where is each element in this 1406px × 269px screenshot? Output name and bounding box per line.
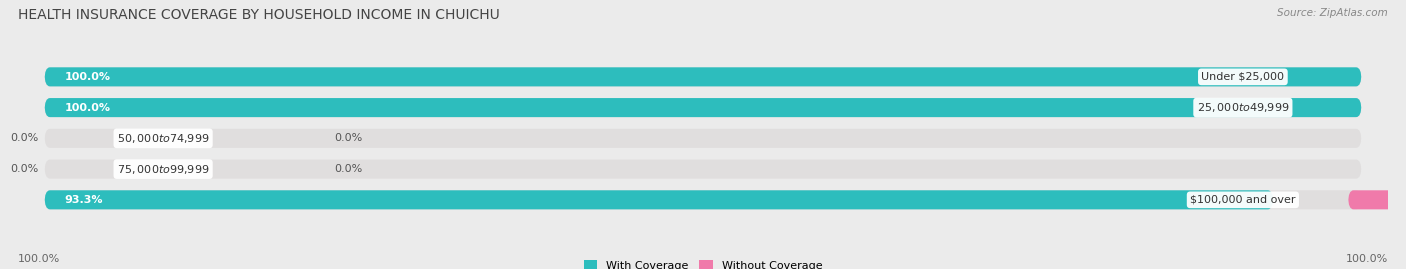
Text: Source: ZipAtlas.com: Source: ZipAtlas.com: [1277, 8, 1388, 18]
Text: 0.0%: 0.0%: [335, 133, 363, 143]
Text: 100.0%: 100.0%: [65, 72, 110, 82]
Text: 100.0%: 100.0%: [18, 254, 60, 264]
FancyBboxPatch shape: [45, 98, 1361, 117]
Text: Under $25,000: Under $25,000: [1201, 72, 1284, 82]
Text: 0.0%: 0.0%: [10, 164, 38, 174]
Text: 93.3%: 93.3%: [65, 195, 103, 205]
FancyBboxPatch shape: [1348, 190, 1406, 209]
Text: $25,000 to $49,999: $25,000 to $49,999: [1197, 101, 1289, 114]
Text: 100.0%: 100.0%: [65, 102, 110, 113]
FancyBboxPatch shape: [45, 190, 1274, 209]
Text: $100,000 and over: $100,000 and over: [1189, 195, 1295, 205]
FancyBboxPatch shape: [45, 67, 1361, 86]
FancyBboxPatch shape: [45, 160, 1361, 179]
Text: 0.0%: 0.0%: [10, 133, 38, 143]
Text: $75,000 to $99,999: $75,000 to $99,999: [117, 162, 209, 176]
FancyBboxPatch shape: [45, 190, 1361, 209]
Legend: With Coverage, Without Coverage: With Coverage, Without Coverage: [579, 256, 827, 269]
FancyBboxPatch shape: [45, 67, 1361, 86]
Text: $50,000 to $74,999: $50,000 to $74,999: [117, 132, 209, 145]
Text: HEALTH INSURANCE COVERAGE BY HOUSEHOLD INCOME IN CHUICHU: HEALTH INSURANCE COVERAGE BY HOUSEHOLD I…: [18, 8, 501, 22]
FancyBboxPatch shape: [45, 98, 1361, 117]
Text: 0.0%: 0.0%: [335, 164, 363, 174]
FancyBboxPatch shape: [45, 129, 1361, 148]
Text: 100.0%: 100.0%: [1346, 254, 1388, 264]
